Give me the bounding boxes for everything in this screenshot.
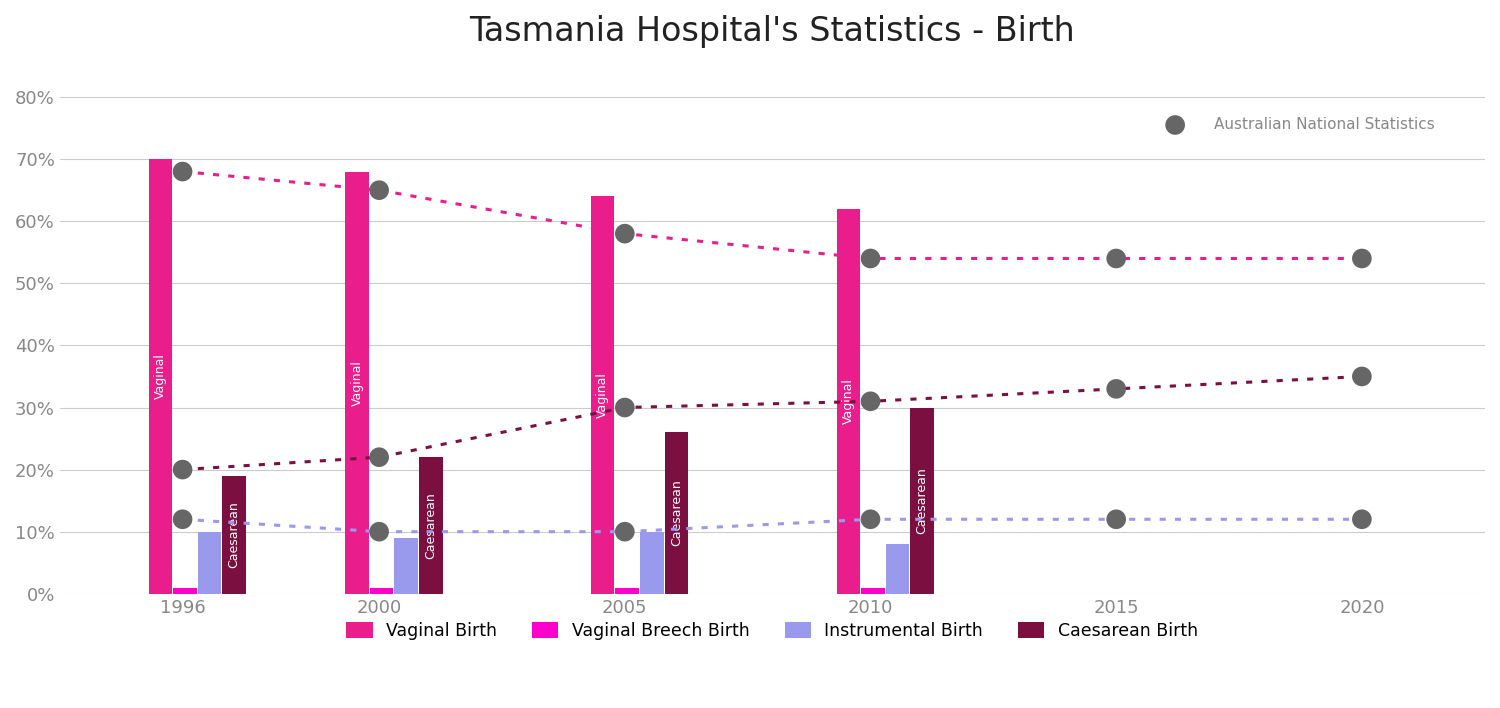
Bar	[591, 196, 615, 594]
Text: Vaginal: Vaginal	[596, 372, 609, 418]
Point	[858, 513, 882, 525]
Bar	[198, 532, 222, 594]
Text: Vaginal: Vaginal	[154, 353, 166, 399]
Point	[1104, 383, 1128, 394]
Point	[614, 402, 638, 413]
Point	[1350, 253, 1374, 264]
Bar	[664, 433, 688, 594]
Bar	[419, 457, 442, 594]
Bar	[394, 538, 418, 594]
Point	[171, 513, 195, 525]
Point	[1104, 253, 1128, 264]
Point	[1162, 120, 1186, 131]
Bar	[148, 159, 172, 594]
Point	[171, 166, 195, 177]
Point	[171, 464, 195, 475]
Point	[614, 526, 638, 537]
Point	[1350, 371, 1374, 382]
Point	[368, 452, 392, 463]
Text: Caesarean: Caesarean	[670, 480, 682, 547]
Legend: Vaginal Birth, Vaginal Breech Birth, Instrumental Birth, Caesarean Birth: Vaginal Birth, Vaginal Breech Birth, Ins…	[338, 613, 1206, 649]
Bar	[615, 588, 639, 594]
Text: Caesarean: Caesarean	[915, 467, 928, 534]
Point	[368, 526, 392, 537]
Point	[368, 185, 392, 196]
Text: Caesarean: Caesarean	[424, 492, 436, 559]
Bar	[172, 588, 196, 594]
Point	[858, 396, 882, 407]
Text: Australian National Statistics: Australian National Statistics	[1215, 118, 1435, 132]
Bar	[861, 588, 885, 594]
Bar	[837, 209, 860, 594]
Bar	[885, 544, 909, 594]
Text: Vaginal: Vaginal	[842, 378, 855, 424]
Point	[858, 253, 882, 264]
Bar	[370, 588, 393, 594]
Bar	[640, 532, 663, 594]
Title: Tasmania Hospital's Statistics - Birth: Tasmania Hospital's Statistics - Birth	[470, 15, 1076, 48]
Point	[1350, 513, 1374, 525]
Text: Caesarean: Caesarean	[228, 501, 240, 568]
Point	[614, 228, 638, 239]
Bar	[222, 476, 246, 594]
Text: Vaginal: Vaginal	[351, 360, 363, 406]
Bar	[910, 408, 934, 594]
Bar	[345, 171, 369, 594]
Point	[1104, 513, 1128, 525]
